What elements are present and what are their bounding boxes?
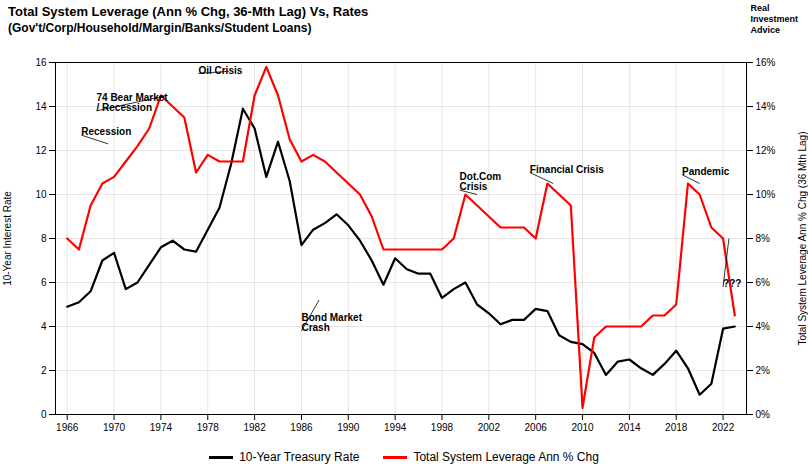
svg-text:10-Year Interest Rate: 10-Year Interest Rate: [2, 191, 13, 286]
svg-text:1978: 1978: [197, 422, 220, 433]
svg-text:0: 0: [41, 409, 47, 420]
svg-text:10%: 10%: [756, 189, 776, 200]
html-text:Real Investment Advice: Real Investment Advice: [750, 3, 798, 35]
svg-text:1994: 1994: [384, 422, 407, 433]
html-text:(Gov't/Corp/Household/Margin/B: (Gov't/Corp/Household/Margin/Banks/Stude…: [8, 21, 312, 35]
svg-text:Dot.ComCrisis: Dot.ComCrisis: [460, 171, 502, 192]
svg-text:14%: 14%: [756, 101, 776, 112]
svg-text:1990: 1990: [337, 422, 360, 433]
svg-text:1974: 1974: [150, 422, 173, 433]
svg-text:2: 2: [41, 365, 47, 376]
svg-text:1970: 1970: [103, 422, 126, 433]
svg-text:8: 8: [41, 233, 47, 244]
svg-text:1982: 1982: [243, 422, 266, 433]
html-text:10-Year Treasury Rate: 10-Year Treasury Rate: [239, 450, 360, 464]
svg-text:2014: 2014: [618, 422, 641, 433]
svg-text:1998: 1998: [431, 422, 454, 433]
svg-text:Oil Crisis: Oil Crisis: [198, 65, 242, 76]
svg-text:16: 16: [35, 57, 47, 68]
svg-text:14: 14: [35, 101, 47, 112]
svg-text:4: 4: [41, 321, 47, 332]
html-text:Total System Leverage (Ann % C: Total System Leverage (Ann % Chg, 36-Mth…: [8, 4, 369, 19]
svg-text:2006: 2006: [525, 422, 548, 433]
svg-text:2010: 2010: [571, 422, 594, 433]
svg-text:1966: 1966: [56, 422, 79, 433]
svg-text:12: 12: [35, 145, 47, 156]
svg-text:2022: 2022: [712, 422, 735, 433]
svg-text:???: ???: [723, 278, 741, 289]
svg-text:12%: 12%: [756, 145, 776, 156]
svg-text:2%: 2%: [756, 365, 771, 376]
svg-text:1986: 1986: [290, 422, 313, 433]
svg-text:Bond MarketCrash: Bond MarketCrash: [301, 312, 362, 333]
svg-text:Recession: Recession: [81, 126, 131, 137]
svg-text:Pandemic: Pandemic: [682, 166, 730, 177]
svg-text:8%: 8%: [756, 233, 771, 244]
svg-text:10: 10: [35, 189, 47, 200]
svg-text:4%: 4%: [756, 321, 771, 332]
svg-text:74 Bear Market/ Recession: 74 Bear Market/ Recession: [96, 92, 168, 113]
svg-text:Total System Leverage Ann % Ch: Total System Leverage Ann % Chg (36 Mth …: [797, 131, 808, 345]
svg-text:6: 6: [41, 277, 47, 288]
svg-text:2002: 2002: [478, 422, 501, 433]
svg-text:6%: 6%: [756, 277, 771, 288]
svg-text:Financial Crisis: Financial Crisis: [530, 164, 604, 175]
html-text:Total System Leverage Ann % Ch: Total System Leverage Ann % Chg: [413, 450, 599, 464]
svg-text:2018: 2018: [665, 422, 688, 433]
svg-text:0%: 0%: [756, 409, 771, 420]
svg-text:16%: 16%: [756, 57, 776, 68]
